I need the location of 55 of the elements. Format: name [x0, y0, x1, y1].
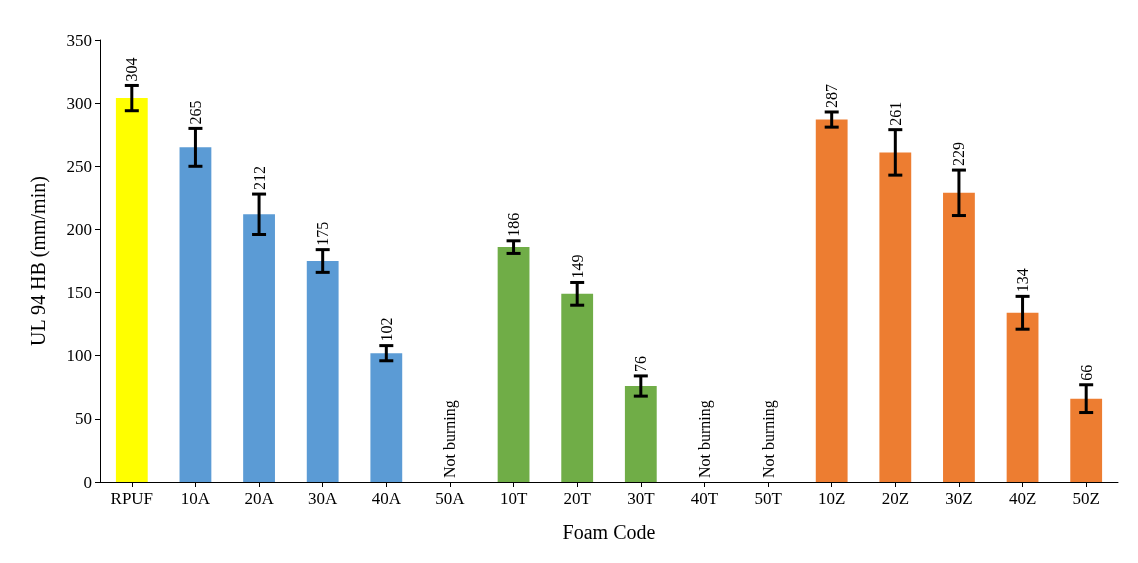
- bar: [624, 386, 657, 482]
- x-axis-title: Foam Code: [562, 521, 656, 543]
- y-axis-title: UL 94 HB (mm/min): [27, 176, 50, 346]
- y-tick-label: 50: [75, 409, 92, 429]
- y-tick-label: 0: [83, 472, 92, 492]
- y-tick-label: 350: [66, 30, 92, 50]
- bar: [815, 119, 848, 482]
- x-tick-label: 50Z: [1072, 489, 1100, 508]
- data-label: 229: [950, 142, 968, 167]
- bar: [1006, 312, 1039, 482]
- data-label: 102: [377, 317, 395, 342]
- data-label: 265: [186, 100, 204, 125]
- x-tick-label: 50T: [754, 489, 783, 508]
- data-label: 304: [123, 57, 141, 82]
- y-tick-label: 250: [66, 156, 92, 176]
- bar: [306, 261, 339, 482]
- y-tick-label: 200: [66, 219, 92, 239]
- x-tick-label: 30T: [627, 489, 656, 508]
- y-tick-label: 300: [66, 93, 92, 113]
- x-tick-label: RPUF: [110, 489, 154, 508]
- x-tick-label: 10A: [180, 489, 211, 508]
- x-tick-label: 20T: [563, 489, 592, 508]
- x-tick-label: 10Z: [817, 489, 846, 508]
- data-label: 66: [1077, 364, 1095, 381]
- y-tick-label: 150: [66, 283, 92, 303]
- data-label: 212: [250, 166, 268, 191]
- data-label: Not burning: [759, 400, 778, 478]
- y-tick-label: 100: [66, 346, 92, 366]
- data-label: 149: [568, 254, 586, 279]
- bar: [561, 293, 594, 482]
- x-tick-label: 50A: [435, 489, 466, 508]
- data-label: 287: [823, 83, 841, 108]
- bar: [1070, 398, 1103, 482]
- data-label: 261: [886, 101, 904, 126]
- bar: [179, 147, 212, 482]
- x-tick-label: 40A: [371, 489, 402, 508]
- bar: [243, 214, 275, 482]
- data-label: 76: [632, 355, 650, 372]
- bar: [497, 247, 530, 482]
- x-tick-label: 40Z: [1008, 489, 1037, 508]
- x-tick-label: 20Z: [881, 489, 910, 508]
- x-tick-label: 20A: [244, 489, 275, 508]
- data-label: 134: [1014, 268, 1032, 293]
- x-tick-label: 40T: [690, 489, 719, 508]
- bar: [879, 152, 912, 482]
- x-tick-label: 10T: [499, 489, 528, 508]
- data-label: 175: [314, 221, 332, 246]
- data-label: 186: [505, 212, 523, 237]
- data-label: Not burning: [695, 400, 714, 478]
- bar: [370, 353, 403, 482]
- bar: [943, 192, 975, 482]
- data-label: Not burning: [441, 400, 460, 478]
- x-tick-label: 30A: [308, 489, 339, 508]
- bar: [115, 98, 148, 482]
- x-tick-label: 30Z: [945, 489, 973, 508]
